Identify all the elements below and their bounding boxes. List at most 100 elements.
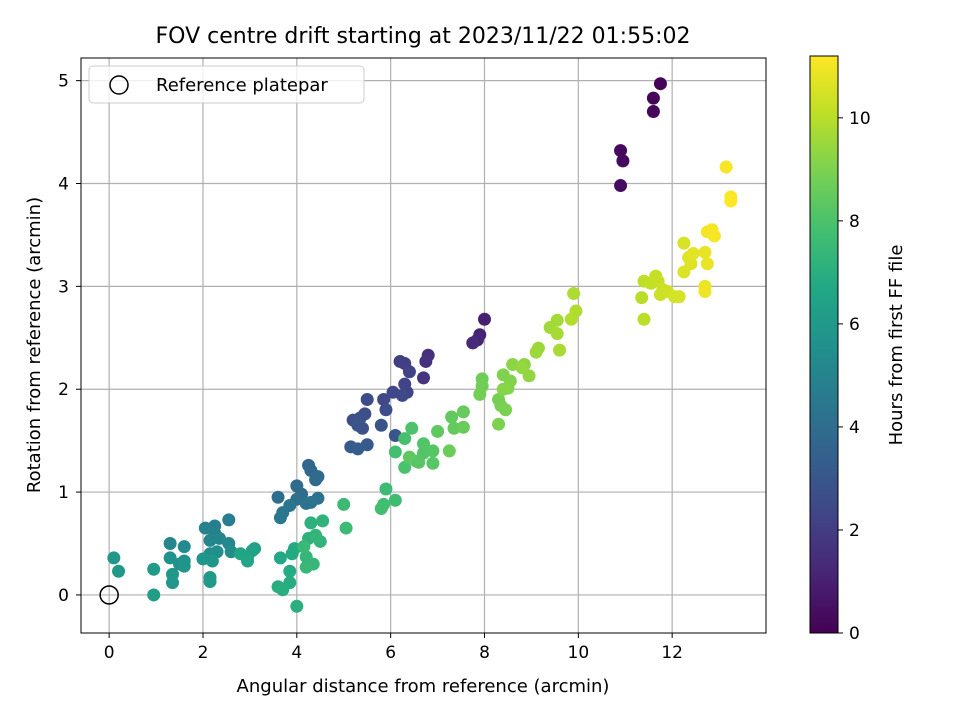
plot-frame	[80, 57, 767, 634]
data-point	[698, 284, 712, 298]
data-point	[456, 405, 470, 419]
data-point	[299, 496, 313, 510]
colorbar-tick-label: 8	[849, 212, 860, 232]
data-point	[297, 540, 311, 554]
data-point	[107, 551, 121, 565]
x-tick-label: 12	[661, 643, 683, 663]
data-point	[273, 551, 287, 565]
data-point	[374, 418, 388, 432]
data-point	[417, 437, 430, 451]
data-point	[402, 365, 416, 379]
data-point	[672, 290, 686, 304]
data-point	[499, 403, 513, 417]
data-point	[163, 551, 177, 565]
data-point	[276, 583, 290, 597]
data-point	[311, 470, 325, 484]
data-point	[402, 450, 416, 464]
reference-platepar-marker	[99, 585, 119, 605]
data-point	[550, 313, 564, 327]
data-point	[273, 511, 287, 525]
data-point	[426, 444, 440, 458]
data-point	[698, 245, 712, 259]
data-points	[107, 77, 738, 613]
data-point	[304, 516, 318, 530]
data-point	[379, 482, 393, 496]
data-point	[447, 421, 461, 435]
colorbar-label: Hours from first FF file	[886, 245, 907, 446]
data-point	[165, 576, 179, 590]
legend: Reference platepar	[88, 65, 365, 104]
data-point	[564, 312, 578, 326]
data-point	[614, 144, 628, 158]
data-point	[707, 229, 721, 243]
y-tick-label: 5	[58, 72, 69, 92]
data-point	[677, 236, 691, 250]
data-point	[203, 575, 217, 589]
data-point	[637, 312, 651, 326]
x-axis-ticks: 0 2 4 6 8 10 12	[104, 633, 683, 663]
data-point	[163, 537, 177, 551]
colorbar: 0 2 4 6 8 10 Hours from first FF file	[809, 55, 907, 644]
data-point	[351, 442, 365, 456]
data-point	[492, 417, 506, 431]
x-tick-label: 10	[568, 643, 590, 663]
data-point	[379, 403, 393, 417]
y-axis-label: Rotation from reference (arcmin)	[24, 197, 45, 493]
data-point	[205, 554, 219, 568]
y-tick-label: 4	[58, 174, 69, 194]
data-point	[388, 445, 402, 459]
data-point	[719, 160, 733, 174]
data-point	[466, 336, 480, 350]
data-point	[426, 456, 440, 470]
data-point	[177, 540, 191, 554]
data-point	[203, 533, 217, 547]
data-point	[646, 91, 660, 105]
data-point	[316, 514, 330, 528]
data-point	[456, 420, 470, 434]
y-tick-label: 0	[58, 586, 69, 606]
data-point	[531, 341, 545, 355]
data-point	[299, 560, 313, 574]
data-point	[351, 418, 365, 432]
data-point	[395, 388, 409, 402]
data-point	[309, 528, 323, 542]
data-point	[405, 421, 419, 435]
data-point	[283, 564, 297, 578]
data-point	[112, 564, 126, 578]
colorbar-tick-label: 4	[849, 418, 860, 438]
data-point	[222, 513, 236, 527]
data-point	[241, 554, 255, 568]
legend-box	[88, 65, 365, 104]
data-point	[147, 588, 161, 602]
chart-title: FOV centre drift starting at 2023/11/22 …	[156, 24, 691, 49]
data-point	[473, 387, 487, 401]
data-point	[700, 257, 714, 271]
data-point	[290, 599, 304, 613]
x-tick-label: 0	[104, 643, 115, 663]
data-point	[646, 104, 660, 118]
data-point	[374, 502, 388, 516]
data-point	[339, 521, 353, 535]
data-point	[431, 424, 445, 438]
y-tick-label: 1	[58, 483, 69, 503]
data-point	[442, 444, 456, 458]
y-axis-ticks: 0 1 2 3 4 5	[58, 72, 81, 606]
grid-lines	[81, 58, 766, 633]
colorbar-tick-label: 2	[849, 521, 860, 541]
x-tick-label: 2	[198, 643, 209, 663]
data-point	[177, 559, 191, 573]
data-point	[635, 291, 649, 305]
colorbar-gradient	[809, 55, 839, 634]
data-point	[686, 246, 700, 260]
data-point	[388, 493, 402, 507]
data-point	[417, 371, 430, 385]
y-tick-label: 2	[58, 380, 69, 400]
data-point	[550, 327, 564, 341]
data-point	[496, 382, 510, 396]
data-point	[477, 312, 491, 326]
data-point	[147, 562, 161, 576]
y-tick-label: 3	[58, 277, 69, 297]
data-point	[398, 460, 412, 474]
data-point	[360, 393, 374, 407]
